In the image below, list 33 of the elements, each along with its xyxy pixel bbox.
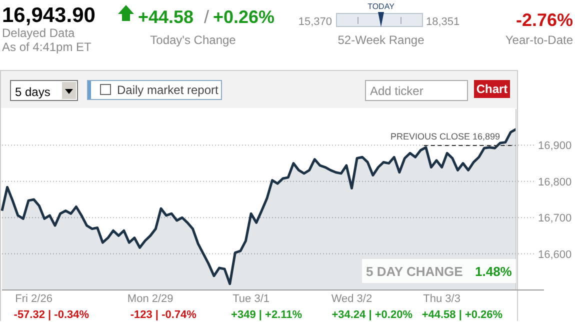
ref-line-label: PREVIOUS CLOSE 16,899 <box>390 132 500 142</box>
x-tick-label: Mon 2/29 <box>127 293 174 305</box>
text: -57.32 | -0.34% <box>14 309 90 321</box>
x-tick-label: Wed 3/2 <box>331 293 372 305</box>
annotation: 1.48% <box>475 264 512 279</box>
text: +0.26% <box>213 7 275 27</box>
text: 15,370 <box>298 16 332 28</box>
text: As of 4:41pm ET <box>2 40 92 54</box>
y-tick-label: 16,700 <box>538 212 572 225</box>
text: / <box>204 7 210 27</box>
y-tick-label: 16,800 <box>538 176 572 188</box>
text: TODAY <box>368 2 396 11</box>
text: +349 | +2.11% <box>231 309 302 321</box>
x-tick-label: Fri 2/26 <box>15 293 52 305</box>
text: Delayed Data <box>2 26 76 40</box>
annotation: 5 DAY CHANGE <box>366 264 464 279</box>
text: 5 days <box>15 85 50 99</box>
text: Today's Change <box>150 33 236 47</box>
text: 16,943.90 <box>2 4 96 27</box>
text: +44.58 <box>138 7 194 27</box>
x-tick-label: Tue 3/1 <box>232 293 270 305</box>
text: +44.58 | +0.26% <box>422 309 503 321</box>
y-tick-label: 16,900 <box>538 140 572 152</box>
text: -123 | -0.74% <box>130 309 197 321</box>
x-tick-label: Thu 3/3 <box>423 293 460 305</box>
text: Add ticker <box>370 84 424 98</box>
text: 18,351 <box>426 16 460 28</box>
text: +34.24 | +0.20% <box>332 309 413 321</box>
text: 52-Week Range <box>338 33 425 47</box>
text: Daily market report <box>117 83 220 97</box>
text: Year-to-Date <box>505 33 574 47</box>
text: -2.76% <box>516 10 573 30</box>
y-tick-label: 16,600 <box>538 248 572 261</box>
